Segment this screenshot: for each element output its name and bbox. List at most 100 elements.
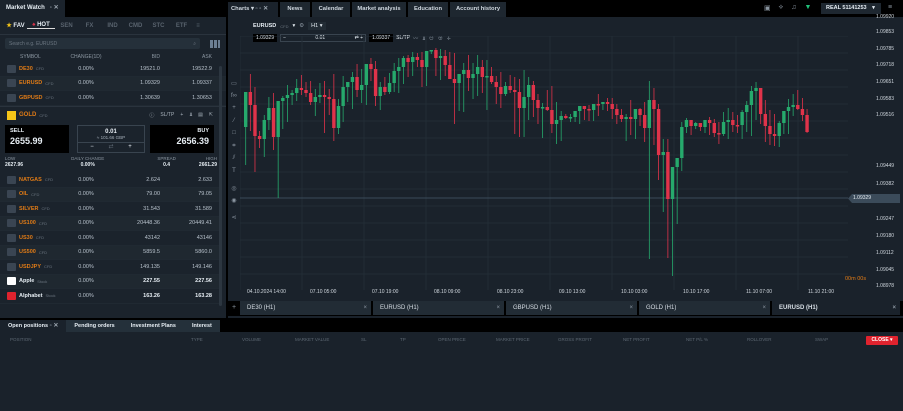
detach-icon[interactable]: ⇱ xyxy=(208,111,213,118)
instrument-bid[interactable]: 227.55 xyxy=(143,278,160,285)
text-tool-icon[interactable]: T xyxy=(232,167,236,174)
instrument-bid[interactable]: 79.00 xyxy=(146,191,160,198)
instrument-row[interactable]: OIL CFD 0.00% 79.00 79.05 xyxy=(0,187,219,202)
chart-tab-de30[interactable]: DE30 (H1) × xyxy=(240,301,371,315)
calculator-icon[interactable]: ▤ xyxy=(198,111,203,118)
tab-market-analysis[interactable]: Market analysis xyxy=(352,2,406,17)
instrument-bid[interactable]: 2.624 xyxy=(146,176,160,183)
window-controls-icon[interactable]: ▫ ✕ xyxy=(49,5,59,11)
bell-icon[interactable]: ♫ xyxy=(791,4,797,11)
account-selector[interactable]: REAL 51141253 ▾ xyxy=(821,3,881,14)
more-categories-icon[interactable]: ≡ xyxy=(196,22,200,29)
menu-icon[interactable]: ≡ xyxy=(888,4,893,11)
tab-interest[interactable]: Interest xyxy=(183,320,220,332)
fib-tool-icon[interactable]: ⫽ xyxy=(232,155,236,161)
instrument-ask[interactable]: 31.589 xyxy=(195,205,212,212)
market-watch-tab[interactable]: Market Watch ▫ ✕ xyxy=(0,0,65,17)
instrument-bid[interactable]: 19521.0 xyxy=(140,65,160,72)
timeframe-select[interactable]: H1 ▾ xyxy=(308,22,326,30)
scrollbar[interactable] xyxy=(219,66,222,306)
increase-volume-button[interactable]: + xyxy=(128,144,132,150)
instrument-bid[interactable]: 31.543 xyxy=(143,205,160,212)
tab-fav[interactable]: ★ FAV xyxy=(6,23,25,29)
instrument-bid[interactable]: 43142 xyxy=(144,234,160,241)
tab-calendar[interactable]: Calendar xyxy=(312,2,350,17)
instrument-bid[interactable]: 5859.5 xyxy=(143,249,160,256)
sltp-button[interactable]: SL/TP xyxy=(160,111,175,118)
instrument-ask[interactable]: 5860.0 xyxy=(195,249,212,256)
tab-etf[interactable]: ETF xyxy=(175,22,188,29)
instrument-row[interactable]: USDJPY CFD 0.00% 149.135 149.146 xyxy=(0,260,219,275)
instrument-ask[interactable]: 79.05 xyxy=(198,191,212,198)
add-icon[interactable]: + xyxy=(180,111,184,118)
decrease-volume-button[interactable]: − xyxy=(90,144,94,150)
volume-stepper[interactable]: 0.01 ≈ 101.66 GBP − ⇄ + xyxy=(77,125,145,153)
chart-tools-icons[interactable]: 〰⫫⊖⊕✛ xyxy=(413,35,455,42)
candlestick-chart[interactable] xyxy=(240,36,848,290)
swap-icon[interactable]: ⇄ xyxy=(108,144,114,150)
instrument-row[interactable]: Apple Stock 0.00% 227.55 227.56 xyxy=(0,274,219,289)
tab-education[interactable]: Education xyxy=(408,2,448,17)
tab-stc[interactable]: STC xyxy=(152,22,165,29)
instrument-row[interactable]: US30 CFD 0.00% 43142 43146 xyxy=(0,231,219,246)
layers-icon[interactable]: ◉ xyxy=(231,198,237,204)
instrument-bid[interactable]: 20448.36 xyxy=(137,220,160,227)
tab-cmd[interactable]: CMD xyxy=(128,22,143,29)
instrument-ask[interactable]: 1.30653 xyxy=(192,94,212,101)
share-icon[interactable]: ⋖ xyxy=(231,215,237,221)
instrument-ask[interactable]: 43146 xyxy=(196,234,212,241)
instrument-ask[interactable]: 2.633 xyxy=(198,176,212,183)
tab-news[interactable]: News xyxy=(280,2,310,17)
instrument-ask[interactable]: 163.28 xyxy=(195,292,212,299)
tab-investment-plans[interactable]: Investment Plans xyxy=(122,320,184,332)
info-icon[interactable]: ⓘ xyxy=(149,112,155,119)
tab-pending-orders[interactable]: Pending orders xyxy=(66,320,123,332)
grid-view-icon[interactable] xyxy=(210,40,220,48)
gold-symbol[interactable]: GOLD xyxy=(19,112,37,118)
instrument-bid[interactable]: 163.26 xyxy=(143,292,160,299)
buy-button[interactable]: BUY 2656.39 xyxy=(150,125,214,153)
instrument-bid[interactable]: 1.09329 xyxy=(140,80,160,87)
tab-sen[interactable]: SEN xyxy=(60,22,73,29)
magnet-icon[interactable]: ◎ xyxy=(231,185,237,192)
chart-tab-eurusd-active[interactable]: EURUSD (H1) × xyxy=(772,301,900,315)
instrument-row[interactable]: DE30 CFD 0.00% 19521.0 19522.9 xyxy=(0,62,226,77)
chart-symbol[interactable]: EURUSD xyxy=(253,23,277,29)
close-all-button[interactable]: CLOSE ▾ xyxy=(866,336,898,345)
pattern-tool-icon[interactable]: ⌗ xyxy=(232,142,236,149)
instrument-ask[interactable]: 1.09337 xyxy=(192,80,212,87)
instrument-bid[interactable]: 1.30639 xyxy=(140,94,160,101)
instrument-row[interactable]: Alphabet Stock 0.00% 163.26 163.28 xyxy=(0,289,219,304)
chart-sltp-button[interactable]: SL/TP xyxy=(396,35,411,41)
chevron-down-icon[interactable]: ▾ xyxy=(292,23,296,29)
chart-tab-gold[interactable]: GOLD (H1) × xyxy=(639,301,770,315)
rectangle-tool-icon[interactable]: □ xyxy=(232,130,236,136)
chart-tab-gbpusd[interactable]: GBPUSD (H1) × xyxy=(506,301,637,315)
line-tool-icon[interactable]: ⁄ xyxy=(233,117,235,124)
layout-icon[interactable]: ▣ xyxy=(764,5,771,12)
indicators-icon[interactable]: f∞ xyxy=(231,92,237,99)
search-input[interactable]: Search e.g. EURUSD ⌕ xyxy=(5,38,200,49)
add-chart-button[interactable]: + xyxy=(231,304,237,311)
chart-icon[interactable]: ⫫ xyxy=(189,111,193,118)
instrument-row[interactable]: EURUSD CFD 0.00% 1.09329 1.09337 xyxy=(0,76,226,91)
instrument-bid[interactable]: 149.135 xyxy=(140,263,160,270)
instrument-ask[interactable]: 20449.41 xyxy=(189,220,212,227)
tab-open-positions[interactable]: Open positions ▫ ✕ xyxy=(0,320,67,332)
chart-type-icon[interactable]: ▭ xyxy=(231,81,237,87)
chart-volume-stepper[interactable]: −0.01 ⇄ + xyxy=(280,34,367,42)
crosshair-icon[interactable]: + xyxy=(232,105,236,111)
signal-icon[interactable]: ⟡ xyxy=(778,4,784,11)
sell-button[interactable]: SELL 2655.99 xyxy=(5,125,69,153)
instrument-row[interactable]: US500 CFD 0.00% 5859.5 5860.0 xyxy=(0,245,219,260)
instrument-row[interactable]: US100 CFD 0.00% 20448.36 20449.41 xyxy=(0,216,219,231)
chart-sell-button[interactable]: 1.09329 xyxy=(253,34,278,42)
tab-fx[interactable]: FX xyxy=(85,22,94,29)
settings-icon[interactable]: ⚙ xyxy=(299,23,305,29)
instrument-row[interactable]: NATGAS CFD 0.00% 2.624 2.633 xyxy=(0,173,219,188)
tab-ind[interactable]: IND xyxy=(107,22,118,29)
instrument-row[interactable]: GBPUSD CFD 0.00% 1.30639 1.30653 xyxy=(0,91,226,106)
chart-buy-button[interactable]: 1.09337 xyxy=(369,34,394,42)
instrument-row[interactable]: SILVER CFD 0.00% 31.543 31.589 xyxy=(0,202,219,217)
tab-hot[interactable]: ♠ HOT xyxy=(27,22,55,29)
